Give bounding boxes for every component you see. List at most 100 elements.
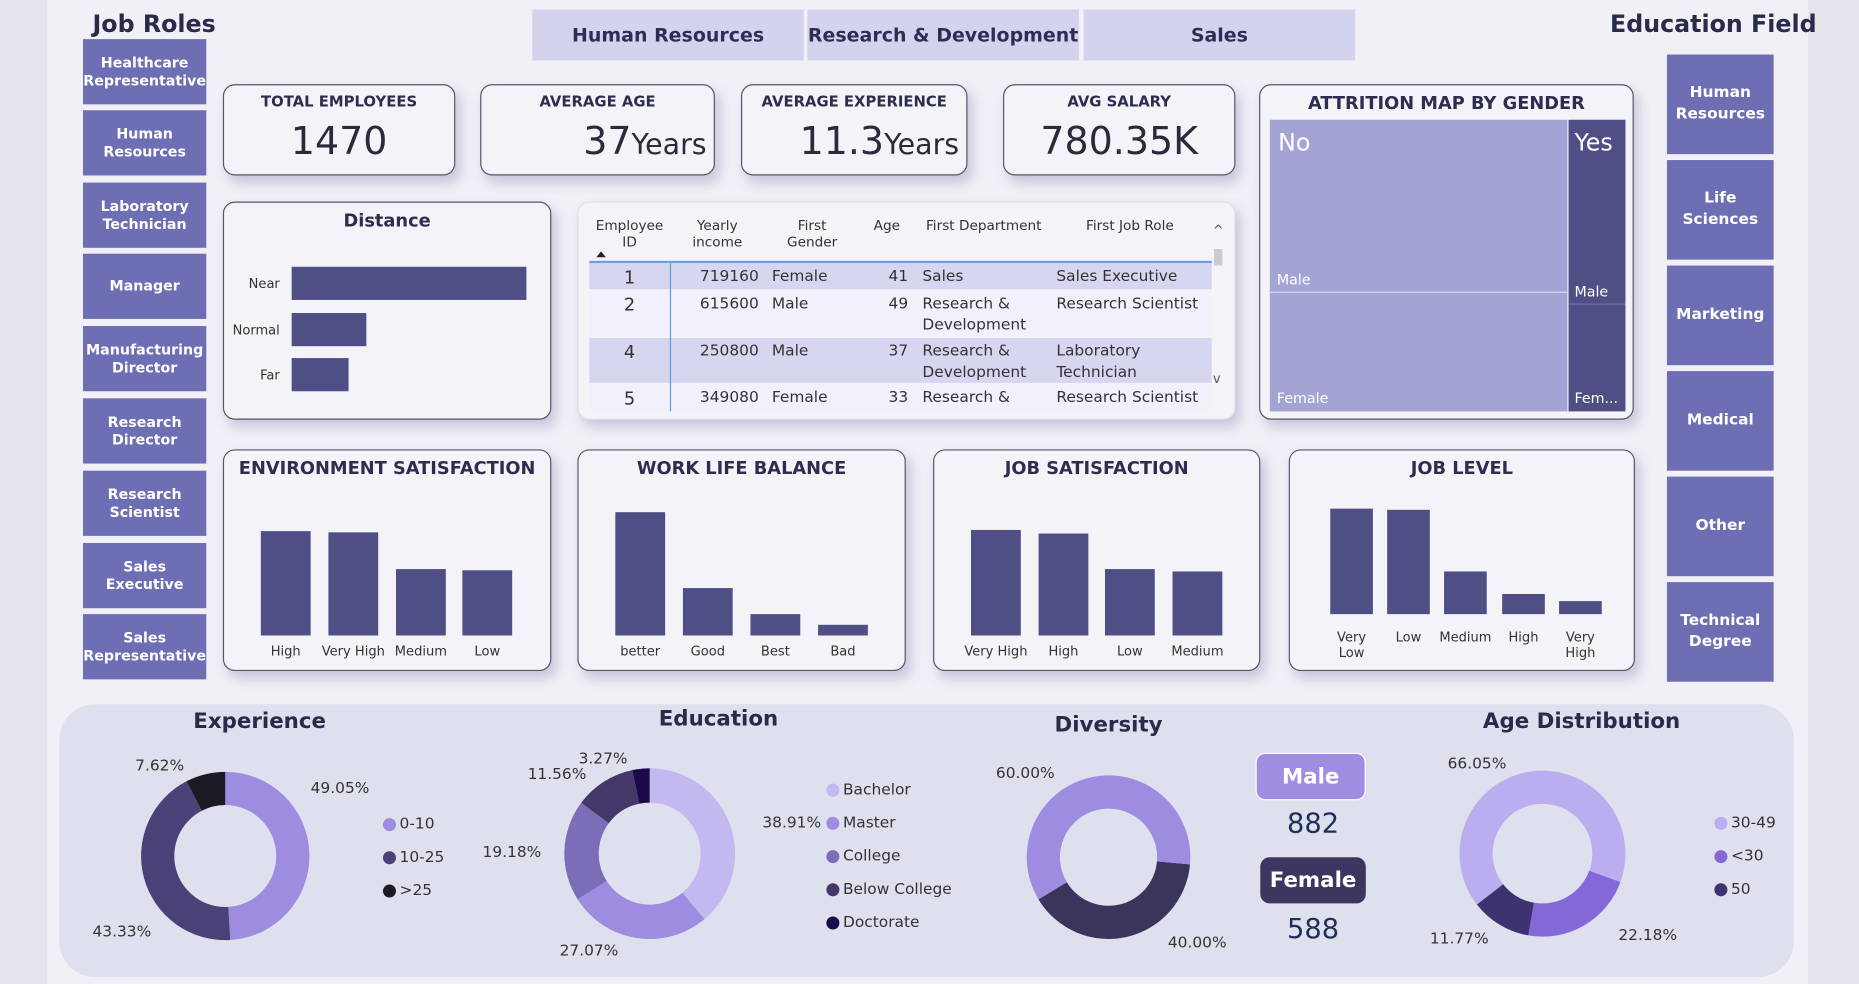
legend-item[interactable]: 50 — [1714, 880, 1751, 899]
legend-item[interactable]: College — [826, 848, 900, 865]
distance-bar[interactable] — [291, 358, 349, 392]
legend-item[interactable]: Doctorate — [826, 914, 920, 932]
percent-label: 43.33% — [92, 923, 152, 942]
job-role-sales-executive[interactable]: Sales Executive — [82, 543, 207, 609]
job-level-bar[interactable] — [1444, 571, 1487, 615]
education-slice-doctorate[interactable] — [632, 768, 650, 804]
job-role-research-scientist[interactable]: Research Scientist — [82, 470, 207, 536]
table-header[interactable]: First Job Role — [1085, 216, 1174, 234]
job-satisfaction-bar[interactable] — [1038, 533, 1089, 636]
bar-label: Best — [760, 643, 790, 660]
table-row[interactable]: 4 250800 Male 37 Research & Development Labor… — [589, 337, 1212, 383]
male-button[interactable]: Male — [1255, 752, 1366, 801]
legend-label: 50 — [1730, 880, 1751, 899]
table-header[interactable]: First Department — [925, 216, 1042, 234]
environment-satisfaction-bar[interactable] — [462, 570, 513, 636]
table-header[interactable]: Employee ID — [595, 216, 664, 251]
job-role-manufacturing-director[interactable]: Manufacturing Director — [82, 326, 207, 392]
job-role-manager[interactable]: Manager — [82, 253, 207, 319]
work-life-balance-bar[interactable] — [615, 512, 666, 636]
table-row[interactable]: 1 719160 Female 41 Sales Sales Executive — [589, 263, 1212, 290]
job-level-bar[interactable] — [1330, 508, 1373, 615]
experience-slice-25[interactable] — [186, 771, 226, 811]
bar-label: Medium — [1439, 629, 1492, 645]
percent-label: 7.62% — [135, 757, 185, 776]
legend-dot-icon — [382, 884, 396, 898]
age-distribution-slice-30-49[interactable] — [1459, 770, 1626, 905]
legend-item[interactable]: 30-49 — [1714, 815, 1776, 832]
kpi-card: AVG SALARY 780.35K — [1003, 84, 1236, 176]
treemap-yes[interactable] — [1568, 119, 1626, 412]
distance-label: Near — [248, 276, 280, 292]
table-cell: 33 — [888, 388, 909, 407]
tab-research-development[interactable]: Research & Development — [807, 9, 1079, 61]
legend-dot-icon — [382, 851, 396, 865]
table-cell: 37 — [888, 342, 909, 361]
age-distribution-slice-30[interactable] — [1528, 870, 1621, 937]
work-life-balance-bar[interactable] — [818, 624, 868, 636]
female-button[interactable]: Female — [1260, 857, 1366, 904]
education-slice-master[interactable] — [577, 880, 705, 939]
work-life-balance-bar[interactable] — [682, 587, 733, 636]
kpi-unit: Years — [631, 128, 707, 162]
experience-slice-10-25[interactable] — [141, 781, 231, 941]
job-role-sales-representative[interactable]: Sales Representative — [82, 614, 207, 680]
scrollbar-thumb[interactable] — [1214, 248, 1223, 266]
diversity-title: Diversity — [1054, 712, 1163, 738]
education-field-medical[interactable]: Medical — [1666, 371, 1774, 471]
sort-ascending-icon[interactable] — [596, 251, 606, 258]
table-header[interactable]: Yearly income — [692, 216, 743, 251]
distance-bar[interactable] — [291, 312, 367, 347]
work-life-balance-bar[interactable] — [750, 614, 801, 636]
job-level-bar[interactable] — [1559, 600, 1602, 615]
scroll-down-icon[interactable]: v — [1212, 371, 1221, 387]
job-level-bar[interactable] — [1387, 510, 1430, 615]
education-field-technical-degree[interactable]: Technical Degree — [1666, 582, 1774, 682]
legend-item[interactable]: 10-25 — [382, 848, 445, 867]
tab-sales[interactable]: Sales — [1083, 9, 1356, 61]
table-header[interactable]: First Gender — [786, 216, 838, 251]
environment-satisfaction-bar[interactable] — [260, 531, 311, 636]
education-slice-college[interactable] — [564, 802, 609, 900]
table-row[interactable]: 5 349080 Female 33 Research & Research Scient… — [589, 384, 1212, 412]
scroll-up-icon[interactable]: ^ — [1212, 222, 1224, 239]
legend-item[interactable]: Bachelor — [826, 781, 911, 799]
education-field-human-resources[interactable]: Human Resources — [1666, 54, 1774, 155]
education-slice-bachelor[interactable] — [649, 768, 736, 920]
education-slice-below-college[interactable] — [581, 770, 640, 824]
legend-item[interactable]: <30 — [1714, 848, 1764, 865]
bar-label: Very High — [964, 643, 1028, 660]
legend-item[interactable]: Master — [826, 815, 896, 832]
bottom-panel — [59, 704, 1794, 977]
job-role-laboratory-technician[interactable]: Laboratory Technician — [82, 182, 207, 248]
distance-bar[interactable] — [291, 266, 527, 300]
treemap-no-male: Male — [1276, 271, 1311, 289]
environment-satisfaction-bar[interactable] — [395, 569, 446, 636]
tab-human-resources[interactable]: Human Resources — [532, 9, 804, 61]
job-role-healthcare-representative[interactable]: Healthcare Representative — [82, 39, 207, 105]
education-field-life-sciences[interactable]: Life Sciences — [1666, 160, 1774, 260]
job-satisfaction-bar[interactable] — [1104, 569, 1155, 636]
education-field-marketing[interactable]: Marketing — [1666, 265, 1774, 366]
table-cell: 41 — [888, 267, 909, 286]
job-level-bar[interactable] — [1502, 593, 1545, 615]
table-row[interactable]: 2 615600 Male 49 Research & Development Resea… — [589, 290, 1212, 337]
diversity-slice-female[interactable] — [1038, 861, 1191, 939]
table-cell: 349080 — [699, 388, 759, 407]
job-role-human-resources[interactable]: Human Resources — [82, 110, 207, 176]
legend-label: 10-25 — [399, 848, 445, 867]
job-role-research-director[interactable]: Research Director — [82, 398, 207, 464]
job-satisfaction-bar[interactable] — [971, 529, 1021, 636]
experience-slice-0-10[interactable] — [225, 771, 310, 941]
legend-item[interactable]: Below College — [826, 881, 952, 899]
job-satisfaction-bar[interactable] — [1172, 571, 1223, 636]
table-header[interactable]: Age — [873, 216, 901, 234]
age-distribution-slice-50[interactable] — [1476, 884, 1534, 936]
legend-item[interactable]: >25 — [382, 882, 432, 900]
diversity-slice-male[interactable] — [1026, 775, 1191, 900]
environment-satisfaction-bar[interactable] — [328, 532, 379, 636]
treemap-no[interactable] — [1269, 119, 1568, 412]
legend-item[interactable]: 0-10 — [382, 816, 435, 833]
education-field-other[interactable]: Other — [1666, 476, 1774, 577]
bar-label: Low — [1117, 643, 1143, 660]
